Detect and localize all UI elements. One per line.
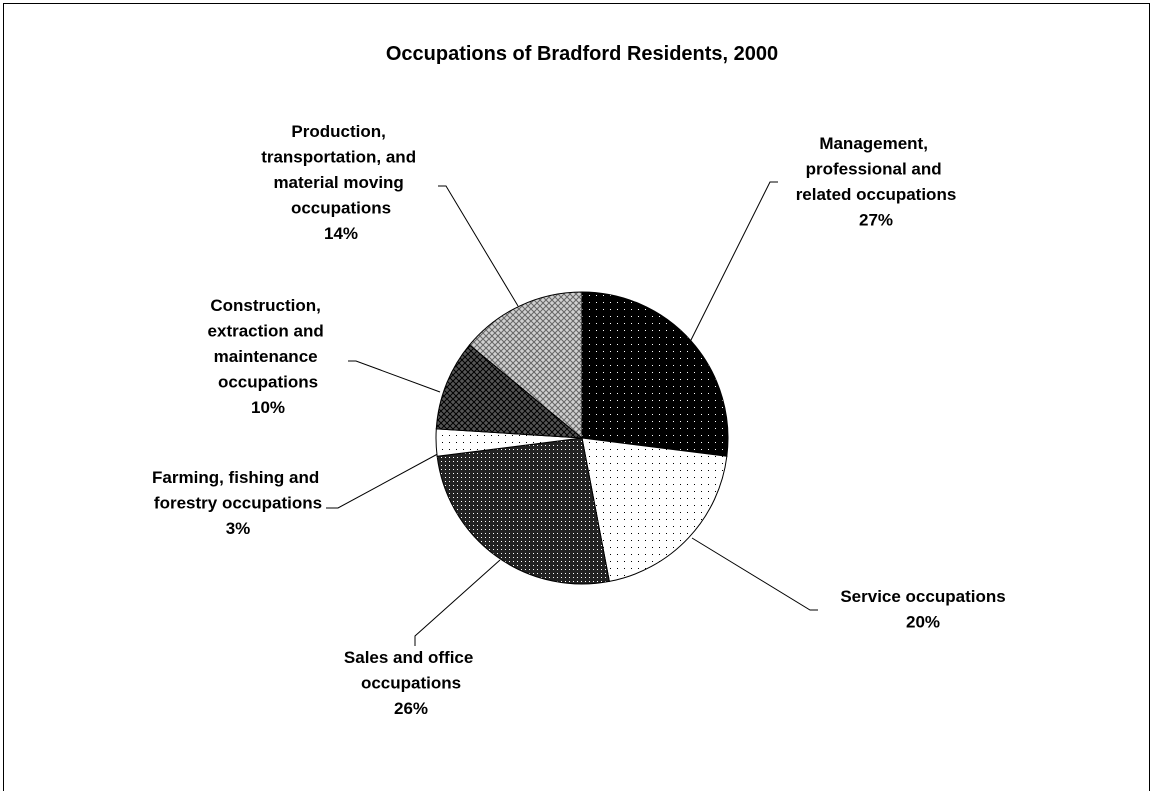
slice-label: Construction, extraction and maintenance… <box>208 296 329 392</box>
pie-slice <box>581 437 728 582</box>
chart-title: Occupations of Bradford Residents, 2000 <box>386 43 778 65</box>
pie-slice <box>581 291 729 457</box>
leader-line <box>348 360 441 393</box>
slice-label: Production, transportation, and material… <box>261 122 421 218</box>
leader-line <box>438 185 519 307</box>
slice-value-label: 20% <box>906 613 940 632</box>
pie-slice <box>436 437 610 585</box>
slice-value-label: 26% <box>394 699 428 718</box>
slice-label: Sales and office occupations <box>344 648 478 693</box>
leader-line <box>414 559 501 646</box>
slice-value-label: 3% <box>226 519 251 538</box>
slice-value-label: 14% <box>324 224 358 243</box>
slice-label: Service occupations <box>840 587 1005 606</box>
pie-slice <box>468 291 583 440</box>
leader-line <box>326 449 446 509</box>
slice-value-label: 27% <box>859 211 893 230</box>
slice-label: Management, professional and related occ… <box>796 134 957 204</box>
leader-line <box>691 537 818 611</box>
pie-slice <box>435 344 584 439</box>
leader-line <box>689 181 778 343</box>
slice-label: Farming, fishing and forestry occupation… <box>152 468 324 513</box>
slice-value-label: 10% <box>251 398 285 417</box>
